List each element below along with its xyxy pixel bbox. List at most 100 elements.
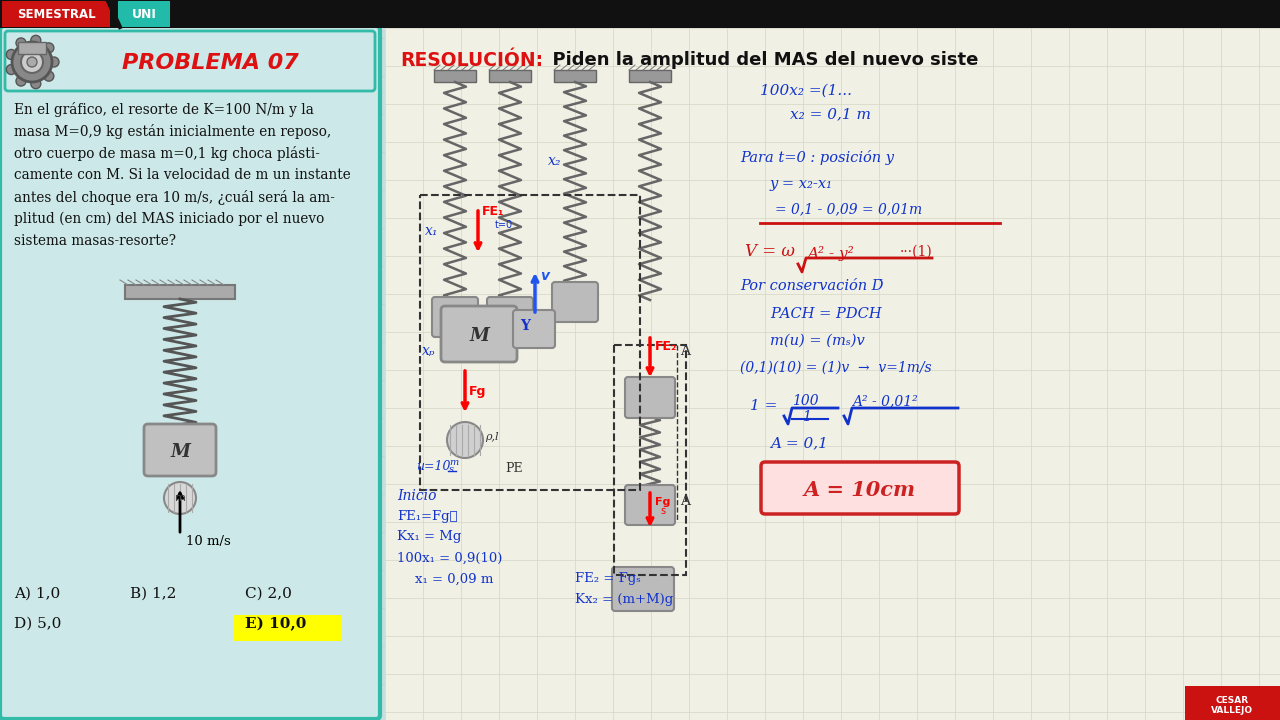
Circle shape [6,50,17,60]
Text: Y: Y [520,319,530,333]
Text: s: s [449,465,454,474]
Text: (0,1)(10) = (1)v  →  v=1m/s: (0,1)(10) = (1)v → v=1m/s [740,361,932,375]
Text: masa M=0,9 kg están inicialmente en reposo,: masa M=0,9 kg están inicialmente en repo… [14,124,332,139]
Circle shape [44,43,54,53]
Text: B) 1,2: B) 1,2 [131,587,177,601]
Text: A = 10cm: A = 10cm [804,480,916,500]
Text: m: m [449,458,458,467]
FancyBboxPatch shape [552,282,598,322]
Text: = 0,1 - 0,09 = 0,01m: = 0,1 - 0,09 = 0,01m [774,202,922,216]
Text: A² - 0,01²: A² - 0,01² [852,394,918,408]
Text: PROBLEMA 07: PROBLEMA 07 [122,53,298,73]
FancyBboxPatch shape [625,485,675,525]
Text: PE: PE [506,462,522,475]
FancyBboxPatch shape [442,306,517,362]
Text: Por conservación D̄: Por conservación D̄ [740,279,883,293]
Text: t=0: t=0 [495,220,513,230]
Text: UNI: UNI [132,7,156,20]
FancyBboxPatch shape [5,31,375,91]
Text: Kx₂ = (m+M)g: Kx₂ = (m+M)g [575,593,673,606]
Text: xₚ: xₚ [422,344,435,358]
Text: Inicio: Inicio [397,489,436,503]
Text: m(u) = (mₛ)v: m(u) = (mₛ)v [771,334,865,348]
Text: Para t=0 : posición y: Para t=0 : posición y [740,150,893,165]
Text: Kx₁ = Mg: Kx₁ = Mg [397,530,461,543]
Text: 10 m/s: 10 m/s [186,535,230,548]
Text: s: s [660,506,666,516]
Text: Fg: Fg [655,497,671,507]
Text: FE₂ = Fgₛ: FE₂ = Fgₛ [575,572,641,585]
FancyBboxPatch shape [762,462,959,514]
FancyBboxPatch shape [612,567,675,611]
Text: Fg: Fg [468,385,486,398]
Text: x₁ = 0,09 m: x₁ = 0,09 m [415,573,493,586]
Text: Piden la amplitud del MAS del nuevo siste: Piden la amplitud del MAS del nuevo sist… [540,51,978,69]
Bar [233,615,340,641]
Circle shape [17,76,26,86]
Text: D) 5,0: D) 5,0 [14,617,61,631]
Text: m: m [174,493,186,503]
Text: C) 2,0: C) 2,0 [244,587,292,601]
Circle shape [12,42,52,82]
Text: CESAR: CESAR [1216,696,1248,705]
Circle shape [27,57,37,67]
Circle shape [6,65,17,75]
Text: FE₁: FE₁ [483,205,504,218]
Bar [628,70,671,82]
Text: u=10: u=10 [416,460,451,473]
Text: A = 0,1: A = 0,1 [771,436,828,450]
Text: v: v [540,269,549,283]
Text: plitud (en cm) del MAS iniciado por el nuevo: plitud (en cm) del MAS iniciado por el n… [14,212,324,226]
Circle shape [15,38,26,48]
Bar [118,1,170,27]
Text: M: M [468,327,489,345]
Text: E) 10,0: E) 10,0 [244,617,306,631]
Text: 100x₁ = 0,9(10): 100x₁ = 0,9(10) [397,552,502,565]
Text: M: M [170,443,189,461]
FancyBboxPatch shape [513,310,556,348]
Text: A) 1,0: A) 1,0 [14,587,60,601]
Circle shape [20,51,44,73]
Text: sistema masas-resorte?: sistema masas-resorte? [14,234,177,248]
Text: A: A [680,494,690,508]
Text: 1 =: 1 = [750,399,782,413]
Text: ···(1): ···(1) [900,245,933,259]
FancyBboxPatch shape [0,26,380,719]
Text: antes del choque era 10 m/s, ¿cuál será la am-: antes del choque era 10 m/s, ¿cuál será … [14,190,335,205]
Text: P̄ACH = P̄DCH: P̄ACH = P̄DCH [771,307,882,321]
Text: 100: 100 [792,394,819,408]
Circle shape [31,35,41,45]
Circle shape [164,482,196,514]
Bar [1185,686,1280,720]
Text: 100x₂ =(1...: 100x₂ =(1... [760,84,852,98]
FancyBboxPatch shape [433,297,477,337]
Circle shape [44,71,54,81]
Bar [554,70,596,82]
Text: FE₁=Fg꜀: FE₁=Fg꜀ [397,510,458,523]
Text: 1: 1 [803,410,810,424]
Text: V = ω: V = ω [745,243,795,260]
Bar [3,1,110,27]
Text: En el gráfico, el resorte de K=100 N/m y la: En el gráfico, el resorte de K=100 N/m y… [14,102,314,117]
Text: x₁: x₁ [425,224,439,238]
Text: VALLEJO: VALLEJO [1211,706,1253,715]
Bar [489,70,531,82]
Text: A² - y²: A² - y² [806,246,854,261]
Text: A: A [680,344,690,358]
Bar [385,28,1280,720]
Bar [0,0,1280,28]
Text: SEMESTRAL: SEMESTRAL [17,7,95,20]
Text: ρ,l: ρ,l [485,432,498,442]
Text: RESOLUCIÓN:: RESOLUCIÓN: [399,50,543,70]
Circle shape [447,422,483,458]
Circle shape [49,57,59,67]
Circle shape [31,78,41,89]
Text: x₂: x₂ [548,154,562,168]
FancyBboxPatch shape [143,424,216,476]
Bar [125,285,236,299]
Text: x₂ = 0,1 m: x₂ = 0,1 m [790,107,870,121]
Bar [434,70,476,82]
FancyBboxPatch shape [625,377,675,418]
Text: camente con M. Si la velocidad de m un instante: camente con M. Si la velocidad de m un i… [14,168,351,182]
FancyBboxPatch shape [486,297,532,337]
